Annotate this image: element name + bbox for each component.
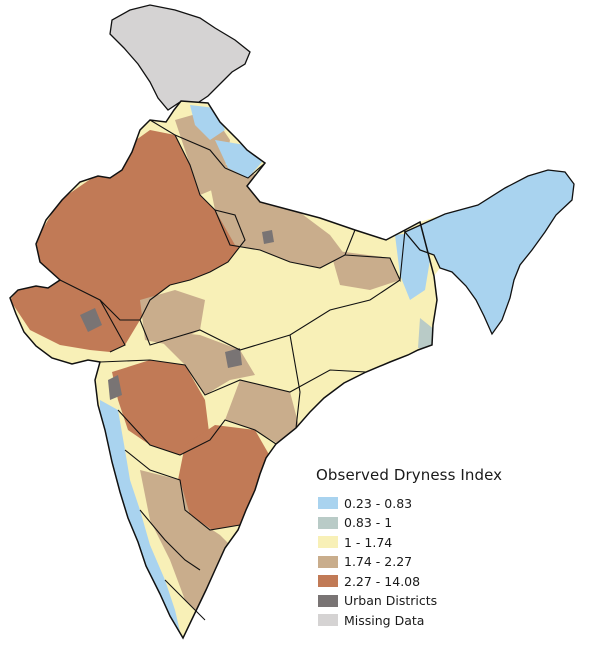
legend-label: Urban Districts — [344, 593, 438, 608]
legend-item: 1 - 1.74 — [314, 533, 514, 551]
legend-swatch — [318, 536, 338, 548]
legend-items: 0.23 - 0.83 0.83 - 1 1 - 1.74 1.74 - 2.27 2.… — [314, 494, 514, 629]
legend: Observed Dryness Index 0.23 - 0.83 0.83 -… — [314, 466, 514, 631]
legend-item: Urban Districts — [314, 592, 514, 610]
legend-label: 2.27 - 14.08 — [344, 573, 421, 589]
legend-title: Observed Dryness Index — [316, 466, 503, 484]
legend-label: 1 - 1.74 — [344, 534, 393, 550]
legend-item: 1.74 - 2.27 — [314, 553, 514, 571]
legend-swatch — [318, 614, 338, 626]
legend-swatch — [318, 594, 338, 607]
legend-swatch — [318, 575, 338, 587]
legend-label: Missing Data — [344, 612, 425, 628]
legend-label: 0.23 - 0.83 — [344, 495, 413, 511]
legend-item: 0.83 - 1 — [314, 514, 514, 532]
state-boundaries — [59, 119, 406, 621]
legend-label: 1.74 - 2.27 — [344, 554, 413, 569]
legend-swatch — [318, 497, 338, 509]
legend-label: 0.83 - 1 — [344, 515, 393, 530]
region-missing-data — [109, 4, 251, 111]
legend-swatch — [318, 516, 338, 529]
legend-swatch — [318, 555, 338, 568]
region-northeast — [403, 169, 575, 336]
legend-item: Missing Data — [314, 611, 514, 629]
legend-item: 0.23 - 0.83 — [314, 494, 514, 512]
legend-item: 2.27 - 14.08 — [314, 572, 514, 590]
